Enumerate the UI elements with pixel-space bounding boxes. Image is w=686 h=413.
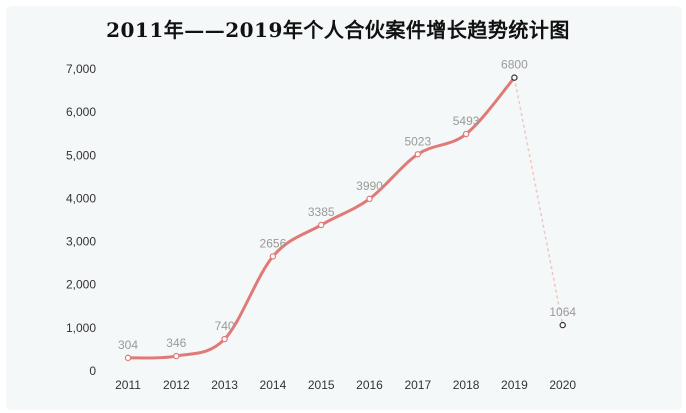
y-axis: 0 1,000 2,000 3,000 4,000 5,000 6,000 7,000 bbox=[66, 62, 96, 378]
data-point bbox=[221, 335, 228, 343]
x-tick-label: 2012 bbox=[163, 378, 190, 392]
x-tick-label: 2011 bbox=[115, 378, 141, 392]
series-projection-line bbox=[513, 77, 564, 326]
x-tick-label: 2020 bbox=[549, 378, 576, 392]
y-tick-label: 3,000 bbox=[66, 235, 96, 249]
data-point bbox=[559, 321, 566, 329]
chart-title: 2011年——2019年个人合伙案件增长趋势统计图 bbox=[106, 18, 570, 42]
y-tick-label: 0 bbox=[89, 364, 96, 378]
data-label: 304 bbox=[118, 338, 138, 352]
data-label: 5493 bbox=[453, 114, 480, 128]
data-label: 3990 bbox=[356, 179, 383, 193]
x-tick-label: 2013 bbox=[211, 378, 238, 392]
data-point bbox=[462, 130, 470, 138]
x-tick-label: 2015 bbox=[308, 378, 335, 392]
y-tick-label: 2,000 bbox=[66, 278, 96, 292]
y-tick-label: 6,000 bbox=[66, 105, 96, 119]
data-label: 5023 bbox=[404, 134, 431, 148]
y-tick-label: 1,000 bbox=[66, 321, 96, 335]
x-tick-label: 2019 bbox=[501, 378, 528, 392]
data-point bbox=[318, 221, 325, 229]
data-point bbox=[124, 354, 132, 362]
data-labels: 304 346 740 2656 3385 3990 5023 5493 6800 1064 bbox=[118, 58, 576, 352]
data-label: 740 bbox=[215, 319, 235, 333]
data-label: 3385 bbox=[308, 205, 335, 219]
x-tick-label: 2016 bbox=[356, 378, 383, 392]
data-point bbox=[414, 151, 421, 158]
chart-panel bbox=[6, 6, 682, 410]
data-point bbox=[366, 195, 373, 203]
data-label: 1064 bbox=[549, 305, 576, 319]
data-label: 6800 bbox=[501, 58, 528, 72]
y-tick-label: 5,000 bbox=[66, 148, 96, 162]
data-point bbox=[173, 352, 180, 360]
data-points bbox=[124, 74, 566, 362]
y-tick-label: 7,000 bbox=[66, 62, 96, 76]
data-point bbox=[511, 74, 518, 81]
x-tick-label: 2017 bbox=[404, 378, 431, 392]
x-tick-label: 2014 bbox=[260, 378, 287, 392]
x-tick-label: 2018 bbox=[453, 378, 480, 392]
y-tick-label: 4,000 bbox=[66, 191, 96, 205]
data-label: 2656 bbox=[260, 236, 287, 250]
data-point bbox=[269, 253, 277, 260]
data-label: 346 bbox=[166, 336, 186, 350]
x-axis: 2011 2012 2013 2014 2015 2016 2017 2018 2019 2020 bbox=[115, 378, 576, 392]
